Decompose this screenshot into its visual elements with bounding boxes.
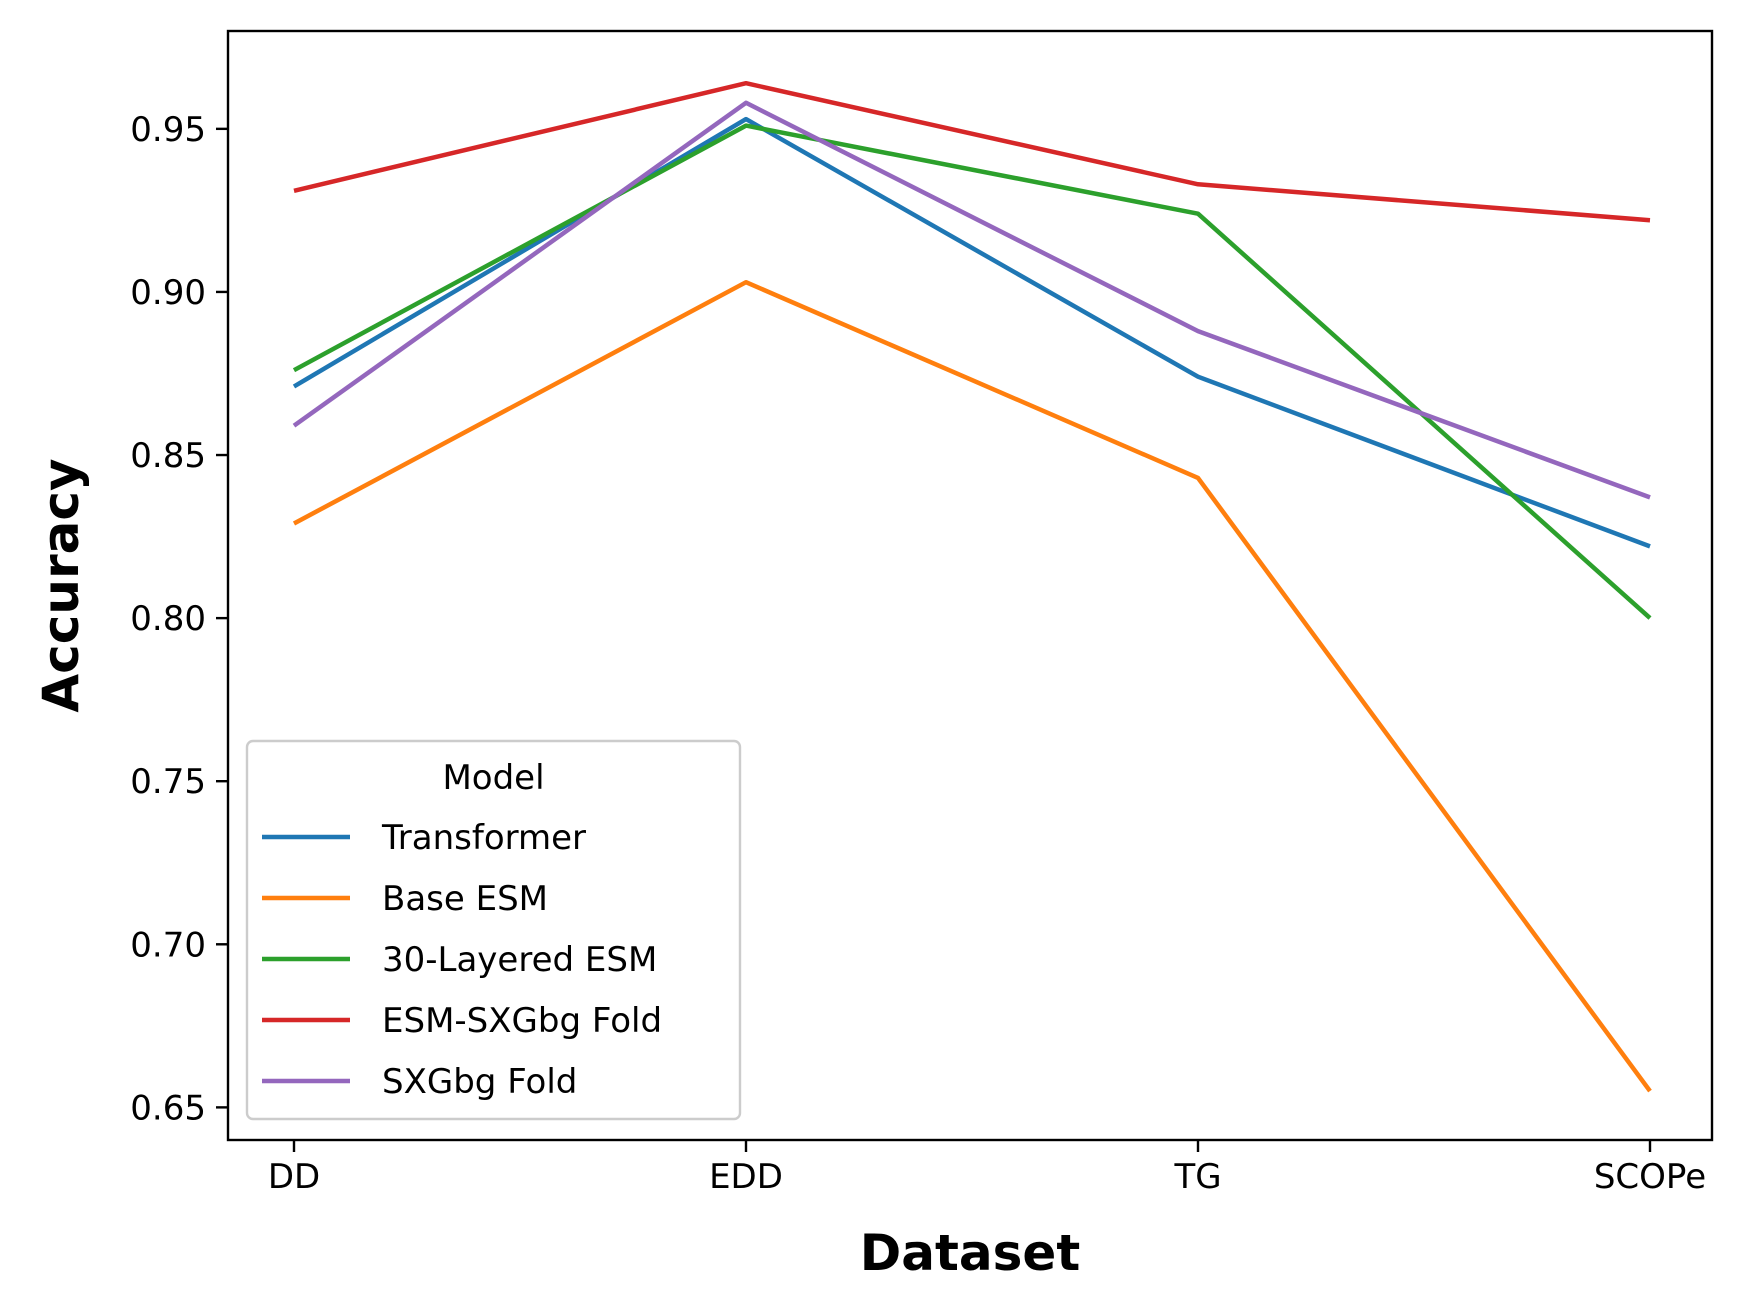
y-tick-label: 0.70 bbox=[130, 925, 206, 965]
legend-item-esm-sxgbg-fold: ESM-SXGbg Fold bbox=[262, 1001, 662, 1041]
legend-box bbox=[245, 739, 742, 1121]
legend-item-30-layered-esm: 30-Layered ESM bbox=[262, 940, 657, 980]
series-esm-sxgbg-fold bbox=[293, 80, 1651, 223]
y-tick-label: 0.90 bbox=[130, 273, 206, 313]
series-line-sxgbg-fold bbox=[292, 100, 1651, 500]
x-tick-label: DD bbox=[268, 1157, 320, 1197]
x-axis-ticks: DD EDD TG SCOPe bbox=[268, 1140, 1706, 1197]
x-tick-label: SCOPe bbox=[1594, 1157, 1706, 1197]
y-tick-label: 0.95 bbox=[130, 110, 206, 150]
y-axis-title: Accuracy bbox=[32, 458, 90, 712]
y-tick-label: 0.75 bbox=[130, 762, 206, 802]
legend-items: Transformer Base ESM 30-Layered ESM ESM-SXG… bbox=[262, 818, 662, 1102]
legend-item-base-esm: Base ESM bbox=[262, 879, 548, 919]
y-tick-label: 0.85 bbox=[130, 436, 206, 476]
legend-item-transformer: Transformer bbox=[262, 818, 586, 858]
series-base-esm bbox=[292, 279, 1652, 1093]
series-line-esm-sxgbg-fold bbox=[293, 80, 1651, 223]
series-line-base-esm bbox=[292, 279, 1652, 1093]
legend-label: SXGbg Fold bbox=[382, 1062, 577, 1102]
series-transformer bbox=[292, 116, 1651, 549]
x-tick-label: TG bbox=[1173, 1157, 1221, 1197]
series-sxgbg-fold bbox=[292, 100, 1651, 500]
legend-label: 30-Layered ESM bbox=[382, 940, 657, 980]
y-tick-label: 0.65 bbox=[130, 1088, 206, 1128]
x-tick-label: EDD bbox=[709, 1157, 783, 1197]
x-axis-title: Dataset bbox=[860, 1224, 1080, 1282]
legend-label: ESM-SXGbg Fold bbox=[382, 1001, 662, 1041]
legend: Model Transformer Base ESM 30-Layered ESM E… bbox=[245, 739, 742, 1121]
y-tick-label: 0.80 bbox=[130, 599, 206, 639]
series-layer bbox=[292, 80, 1652, 1093]
plot-area-frame bbox=[226, 29, 1714, 1142]
legend-label: Base ESM bbox=[382, 879, 548, 919]
series-line-transformer bbox=[292, 116, 1651, 549]
legend-label: Transformer bbox=[381, 818, 586, 858]
legend-item-sxgbg-fold: SXGbg Fold bbox=[262, 1062, 577, 1102]
legend-title: Model bbox=[442, 758, 544, 798]
y-axis-ticks: 0.65 0.70 0.75 0.80 0.85 0.90 0.95 bbox=[130, 110, 228, 1128]
